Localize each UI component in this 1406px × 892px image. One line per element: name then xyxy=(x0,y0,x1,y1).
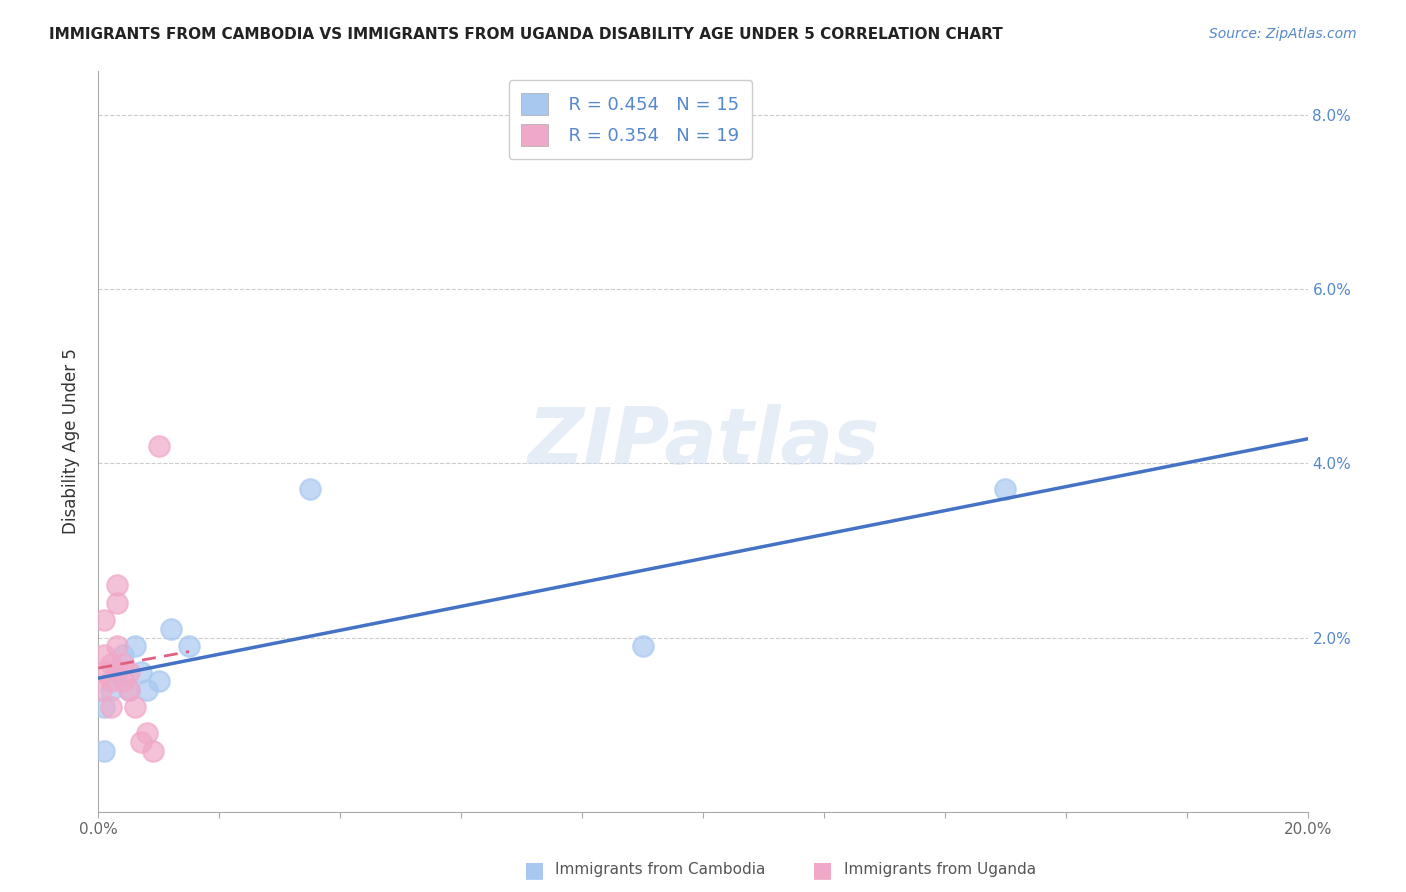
Point xyxy=(124,639,146,653)
Point xyxy=(93,665,115,680)
Point xyxy=(93,700,115,714)
Point xyxy=(299,483,322,497)
Point xyxy=(148,674,170,689)
Point xyxy=(111,674,134,689)
Text: ZIPatlas: ZIPatlas xyxy=(527,403,879,480)
Point xyxy=(100,657,122,671)
Point xyxy=(631,639,654,653)
Text: IMMIGRANTS FROM CAMBODIA VS IMMIGRANTS FROM UGANDA DISABILITY AGE UNDER 5 CORREL: IMMIGRANTS FROM CAMBODIA VS IMMIGRANTS F… xyxy=(49,27,1002,42)
Point xyxy=(100,682,122,697)
Point xyxy=(111,657,134,671)
Text: ■: ■ xyxy=(813,860,832,880)
Point xyxy=(93,648,115,662)
Point xyxy=(111,648,134,662)
Point xyxy=(93,744,115,758)
Point xyxy=(129,735,152,749)
Point xyxy=(124,700,146,714)
Point xyxy=(105,596,128,610)
Text: ■: ■ xyxy=(524,860,544,880)
Text: Source: ZipAtlas.com: Source: ZipAtlas.com xyxy=(1209,27,1357,41)
Point xyxy=(118,665,141,680)
Point xyxy=(100,674,122,689)
Point xyxy=(105,578,128,592)
Point xyxy=(105,639,128,653)
Point xyxy=(118,682,141,697)
Point xyxy=(148,439,170,453)
Text: Immigrants from Cambodia: Immigrants from Cambodia xyxy=(555,863,766,877)
Y-axis label: Disability Age Under 5: Disability Age Under 5 xyxy=(62,349,80,534)
Point xyxy=(179,639,201,653)
Legend:   R = 0.454   N = 15,   R = 0.354   N = 19: R = 0.454 N = 15, R = 0.354 N = 19 xyxy=(509,80,752,159)
Point xyxy=(160,622,183,636)
Point xyxy=(994,483,1017,497)
Point xyxy=(129,665,152,680)
Text: Immigrants from Uganda: Immigrants from Uganda xyxy=(844,863,1036,877)
Point xyxy=(90,682,112,697)
Point xyxy=(135,726,157,740)
Point xyxy=(105,665,128,680)
Point xyxy=(93,613,115,627)
Point xyxy=(135,682,157,697)
Point xyxy=(142,744,165,758)
Point xyxy=(100,700,122,714)
Point xyxy=(118,682,141,697)
